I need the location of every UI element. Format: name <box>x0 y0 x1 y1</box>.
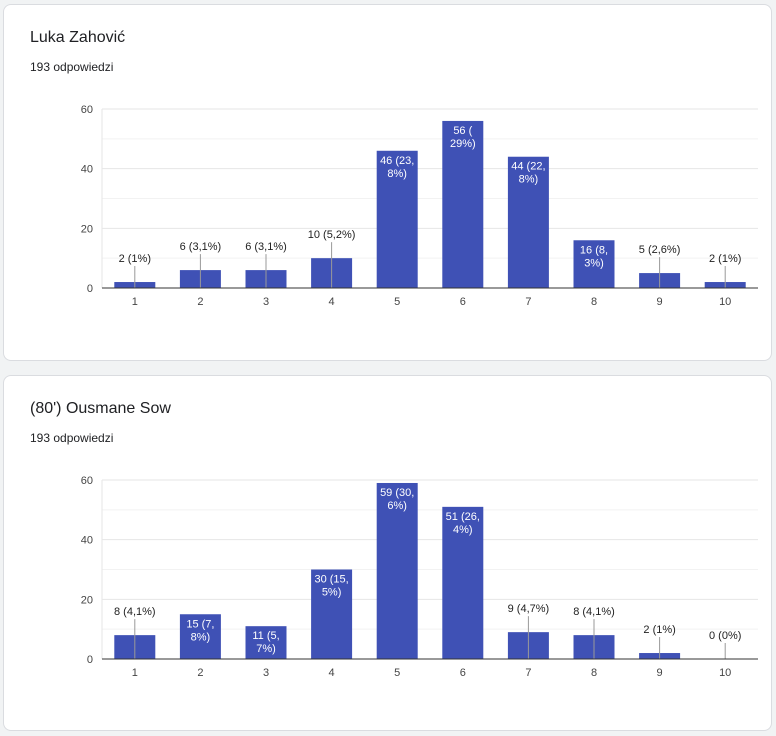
data-label: 56 (29%) <box>450 125 476 150</box>
x-tick-label: 8 <box>591 667 597 679</box>
x-tick-label: 4 <box>329 667 335 679</box>
bar[interactable] <box>311 569 353 660</box>
x-tick-label: 3 <box>263 667 269 679</box>
bar-chart: 0 20 40 60 1 2 (1%) 2 6 (3,1%) 3 6 (3,1%) 4 10 (5,2… <box>81 104 758 308</box>
response-count: 193 odpowiedzi <box>30 431 114 445</box>
x-tick-label: 10 <box>719 296 731 308</box>
y-tick-label: 20 <box>81 594 93 606</box>
x-tick-label: 3 <box>263 296 269 308</box>
x-tick-label: 9 <box>657 667 663 679</box>
x-tick-label: 7 <box>525 296 531 308</box>
data-label: 6 (3,1%) <box>245 241 287 253</box>
x-tick-label: 4 <box>329 296 335 308</box>
x-tick-label: 5 <box>394 667 400 679</box>
data-label: 5 (2,6%) <box>639 244 681 256</box>
data-label: 59 (30, 6%) <box>380 487 414 512</box>
data-label: 16 (8, 3%) <box>580 244 608 269</box>
x-tick-label: 2 <box>197 296 203 308</box>
response-count: 193 odpowiedzi <box>30 60 114 74</box>
data-label: 11 (5, 7%) <box>252 630 279 655</box>
data-label: 0 (0%) <box>709 630 741 642</box>
y-tick-label: 40 <box>81 535 93 547</box>
x-tick-label: 8 <box>591 296 597 308</box>
bar[interactable] <box>245 626 287 659</box>
data-label: 9 (4,7%) <box>508 603 550 615</box>
x-tick-label: 1 <box>132 667 138 679</box>
x-tick-label: 10 <box>719 667 731 679</box>
x-tick-label: 6 <box>460 296 466 308</box>
data-label: 2 (1%) <box>643 624 675 636</box>
x-tick-label: 2 <box>197 667 203 679</box>
x-tick-label: 5 <box>394 296 400 308</box>
y-tick-label: 20 <box>81 223 93 235</box>
question-title: (80') Ousmane Sow <box>30 400 171 417</box>
data-label: 15 (7, 8%) <box>186 618 214 643</box>
question-card-1: Luka Zahović 193 odpowiedzi 0 20 40 60 1 2 (1… <box>3 4 772 361</box>
data-label: 44 (22, 8%) <box>511 161 545 186</box>
y-tick-label: 0 <box>87 654 93 666</box>
bar[interactable] <box>507 156 549 288</box>
data-label: 8 (4,1%) <box>114 606 156 618</box>
bar[interactable] <box>573 240 615 288</box>
data-label: 30 (15, 5%) <box>314 574 348 599</box>
x-tick-label: 1 <box>132 296 138 308</box>
question-title: Luka Zahović <box>30 29 126 46</box>
y-tick-label: 40 <box>81 164 93 176</box>
x-tick-label: 7 <box>525 667 531 679</box>
question-card-2: (80') Ousmane Sow 193 odpowiedzi 0 20 40 60… <box>3 375 772 731</box>
data-label: 51 (26, 4%) <box>446 511 480 536</box>
data-label: 2 (1%) <box>709 253 741 265</box>
y-tick-label: 0 <box>87 283 93 295</box>
y-tick-label: 60 <box>81 104 93 116</box>
bar[interactable] <box>442 506 484 659</box>
data-label: 2 (1%) <box>119 253 151 265</box>
bar[interactable] <box>179 614 221 659</box>
bar[interactable] <box>442 120 484 288</box>
data-label: 10 (5,2%) <box>308 229 356 241</box>
bar[interactable] <box>376 150 418 288</box>
x-tick-label: 9 <box>657 296 663 308</box>
x-tick-label: 6 <box>460 667 466 679</box>
bar-chart: 0 20 40 60 1 8 (4,1%) 2 15 (7, 8%) 3 11 (5, 7%) 4 30 … <box>81 475 758 679</box>
data-label: 46 (23, 8%) <box>380 155 414 180</box>
y-tick-label: 60 <box>81 475 93 487</box>
data-label: 6 (3,1%) <box>180 241 222 253</box>
bar[interactable] <box>376 482 418 659</box>
data-label: 8 (4,1%) <box>573 606 615 618</box>
